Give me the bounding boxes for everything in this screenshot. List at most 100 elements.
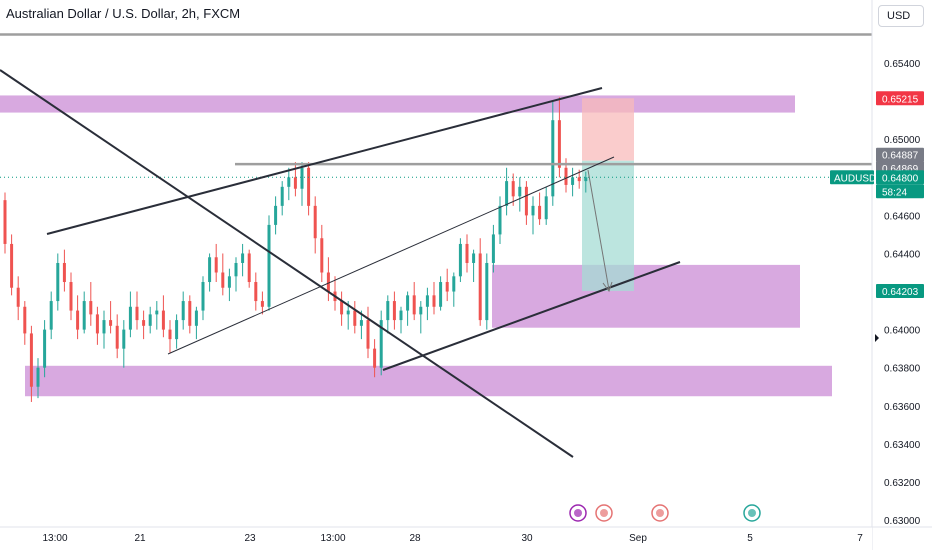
candle-body	[386, 301, 390, 321]
time-axis-bg	[0, 527, 872, 550]
y-tick-label: 0.63000	[884, 516, 921, 527]
demand-zone-bottom	[25, 365, 832, 397]
candle-body	[214, 257, 218, 273]
trendlines-layer[interactable]	[0, 33, 872, 458]
candle-body	[194, 310, 198, 326]
candle-body	[16, 287, 20, 307]
x-tick-label: 7	[857, 533, 863, 544]
candle-body	[531, 205, 535, 216]
us-flag-event-icon-inner	[656, 509, 664, 517]
candle-body	[168, 329, 172, 340]
candle-body	[458, 243, 462, 277]
lightning-event-icon-inner	[574, 509, 582, 517]
supply-zone-top	[0, 95, 795, 113]
candle-body	[69, 282, 73, 311]
ascending-channel-bottom	[382, 261, 681, 371]
candle-body	[491, 234, 495, 263]
price-tag-label: 0.64203	[882, 287, 919, 298]
candle-body	[260, 301, 264, 307]
candle-body	[287, 177, 291, 187]
candle-body	[56, 262, 60, 302]
candle-body	[452, 276, 456, 292]
candle-body	[280, 186, 284, 206]
candle-body	[584, 177, 588, 182]
candle-body	[3, 200, 7, 244]
price-tag-label: 0.64800	[882, 173, 919, 184]
price-tag-timer	[876, 184, 924, 199]
y-tick-label: 0.65400	[884, 59, 921, 70]
candle-body	[227, 276, 231, 288]
x-tick-label: Sep	[629, 533, 647, 544]
candle-body	[208, 257, 212, 283]
price-axis-bg	[872, 0, 932, 550]
ascending-channel-mid	[167, 156, 615, 355]
price-tag-neutral	[876, 147, 924, 162]
currency-button[interactable]: USD	[878, 5, 924, 27]
events-layer[interactable]	[569, 504, 761, 522]
scale-marker-icon	[875, 334, 879, 342]
y-tick-label: 0.64000	[884, 326, 921, 337]
candle-body	[511, 181, 515, 197]
candle-body	[29, 333, 33, 387]
candle-body	[188, 301, 192, 326]
time-axis[interactable]: 13:00 21 23 13:00 28 30 Sep 5 7	[0, 526, 932, 550]
candle-body	[128, 306, 132, 330]
candle-body	[122, 329, 126, 349]
candle-body	[62, 262, 66, 283]
candle-body	[538, 205, 542, 220]
candle-body	[366, 320, 370, 349]
candle-body	[445, 282, 449, 292]
candle-body	[373, 348, 377, 368]
candle-body	[307, 167, 311, 206]
x-tick-label: 13:00	[320, 533, 345, 544]
candle-body	[340, 301, 344, 315]
candle-body	[465, 243, 469, 263]
price-tag-label: 0.65215	[882, 94, 919, 105]
candles-layer	[3, 97, 588, 402]
price-axis[interactable]: 0.654000.652000.650000.648000.646000.644…	[830, 0, 932, 550]
candle-body	[115, 325, 119, 349]
y-tick-label: 0.64600	[884, 211, 921, 222]
candle-body	[135, 306, 139, 321]
candle-body	[544, 196, 548, 220]
au-flag-event-icon-inner	[748, 509, 756, 517]
candle-body	[49, 301, 53, 330]
price-tag-stop	[876, 91, 924, 106]
chart-title: Australian Dollar / U.S. Dollar, 2h, FXC…	[6, 6, 241, 21]
candle-body	[148, 314, 152, 326]
candle-body	[82, 301, 86, 330]
symbol-tag	[830, 170, 874, 185]
candle-body	[353, 310, 357, 326]
candle-body	[36, 367, 40, 387]
price-tag-target	[876, 283, 924, 298]
us-flag-event-icon-inner	[600, 509, 608, 517]
x-tick-label: 23	[244, 533, 256, 544]
symbol-tag-label: AUDUSD	[834, 173, 876, 184]
y-tick-label: 0.65000	[884, 135, 921, 146]
candle-body	[498, 205, 502, 235]
candle-body	[399, 310, 403, 321]
candle-body	[485, 262, 489, 321]
candle-body	[439, 282, 443, 307]
x-tick-label: 5	[747, 533, 753, 544]
candle-body	[10, 243, 14, 288]
x-tick-label: 28	[409, 533, 421, 544]
candle-body	[175, 320, 179, 340]
candle-body	[518, 186, 522, 197]
y-tick-label: 0.63600	[884, 402, 921, 413]
candle-body	[478, 253, 482, 321]
stop-loss-area	[582, 98, 634, 161]
candle-body	[320, 238, 324, 273]
candle-body	[142, 320, 146, 326]
candle-body	[155, 310, 159, 315]
candle-body	[412, 295, 416, 315]
position-tool[interactable]	[582, 98, 634, 291]
candle-body	[557, 120, 561, 168]
candle-body	[247, 253, 251, 283]
descending-trendline	[0, 69, 574, 458]
y-tick-label: 0.63800	[884, 364, 921, 375]
zones-layer	[0, 95, 832, 397]
candle-body	[392, 301, 396, 321]
